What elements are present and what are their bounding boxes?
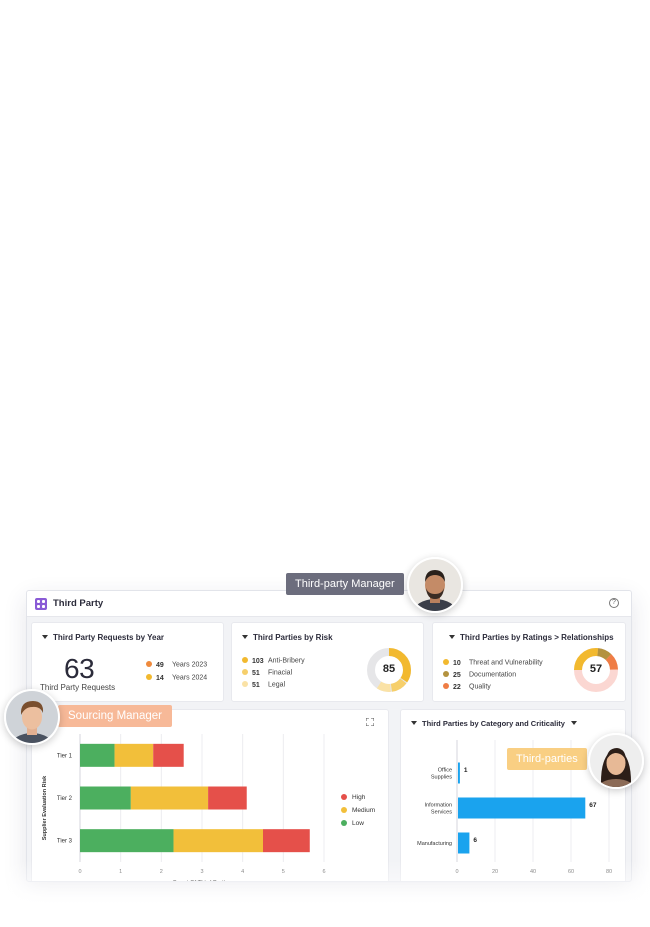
donut-slice-anti-bribery [367,648,411,692]
bar-segment [80,829,174,853]
risk-donut[interactable] [366,647,412,693]
bar-segment [130,786,209,810]
data-label: 6 [473,837,477,844]
ratings-card: Third Parties by Ratings > Relationships… [432,622,626,702]
sourcing-pill: Sourcing Manager [58,705,172,727]
data-label: 67 [589,802,597,809]
legend-dot-icon [242,657,248,663]
app-grid-icon[interactable] [35,598,47,610]
ratings-center-value: 57 [589,663,603,675]
legend-item: 103 Anti-Bribery [242,657,305,665]
category-bar [458,797,586,819]
legend-item: 14 Years 2024 [146,674,207,682]
requests-total: 63 [64,653,95,684]
legend-label: Low [352,820,364,827]
requests-by-year-card: Third Party Requests by Year 63 Third Pa… [31,622,224,702]
y-tick-label: Supplies [431,775,452,781]
y-tick-label: Manufacturing [417,841,452,847]
category-bar [458,762,460,784]
donut-slice-threat [574,648,618,692]
data-label: 1 [464,767,468,774]
collapse-icon[interactable] [411,721,417,725]
bar-segment [114,743,154,767]
ratings-card-title[interactable]: Third Parties by Ratings > Relationships [449,633,614,642]
legend-item: 25 Documentation [443,671,516,679]
third-parties-pill: Third-parties [507,748,587,770]
collapse-icon[interactable] [242,635,248,639]
legend-dot-icon [341,807,347,813]
requests-card-title[interactable]: Third Party Requests by Year [42,633,164,642]
risk-card: Third Parties by Risk 103 Anti-Bribery 51… [231,622,424,702]
category-card-title[interactable]: Third Parties by Category and Criticalit… [411,719,577,728]
bar-segment [173,829,263,853]
app-header: Third Party ? [27,591,631,617]
legend-label: High [352,794,366,801]
legend-dot-icon [146,661,152,667]
category-chart: 0204060801OfficeSupplies67InformationSer… [417,740,612,875]
bottom-fade [0,860,650,927]
third-parties-avatar [588,733,644,789]
category-bar [458,832,470,854]
legend-dot-icon [242,669,248,675]
bar-segment [80,743,115,767]
bar-segment [153,743,184,767]
collapse-icon[interactable] [42,635,48,639]
dashboard-window: Third Party ? Third Party Requests by Ye… [26,590,632,882]
ratings-donut[interactable] [573,647,619,693]
legend-dot-icon [341,820,347,826]
donut-slice-legal [367,648,411,692]
risk-card-title[interactable]: Third Parties by Risk [242,633,333,642]
help-icon[interactable]: ? [609,598,619,608]
manager-pill: Third-party Manager [286,573,404,595]
bar-segment [208,786,247,810]
y-tick-label: Tier 3 [57,839,73,845]
category-card: Third Parties by Category and Criticalit… [400,709,626,881]
legend-item: 51 Legal [242,681,285,689]
requests-total-label: Third Party Requests [40,683,116,692]
legend-item: 49 Years 2023 [146,661,207,669]
legend-dot-icon [443,683,449,689]
legend-item: 10 Threat and Vulnerability [443,659,543,667]
legend-dot-icon [146,674,152,680]
legend-dot-icon [443,671,449,677]
bar-segment [263,829,310,853]
legend-dot-icon [242,681,248,687]
risk-center-value: 85 [382,663,396,675]
chevron-down-icon[interactable] [570,721,577,725]
legend-dot-icon [341,794,347,800]
legend-label: Medium [352,807,375,814]
y-tick-label: Information [424,803,452,809]
legend-item: 22 Quality [443,683,491,691]
sourcing-avatar [4,689,60,745]
collapse-icon[interactable] [449,635,455,639]
app-title: Third Party [53,598,104,609]
y-axis-title: Supplier Evaluation Risk [42,775,48,840]
y-tick-label: Tier 1 [57,753,73,759]
y-tick-label: Office [438,768,452,774]
y-tick-label: Tier 2 [57,796,73,802]
y-tick-label: Services [431,810,452,816]
bar-segment [80,786,131,810]
legend-item: 51 Finacial [242,669,292,677]
legend-dot-icon [443,659,449,665]
manager-avatar [407,557,463,613]
